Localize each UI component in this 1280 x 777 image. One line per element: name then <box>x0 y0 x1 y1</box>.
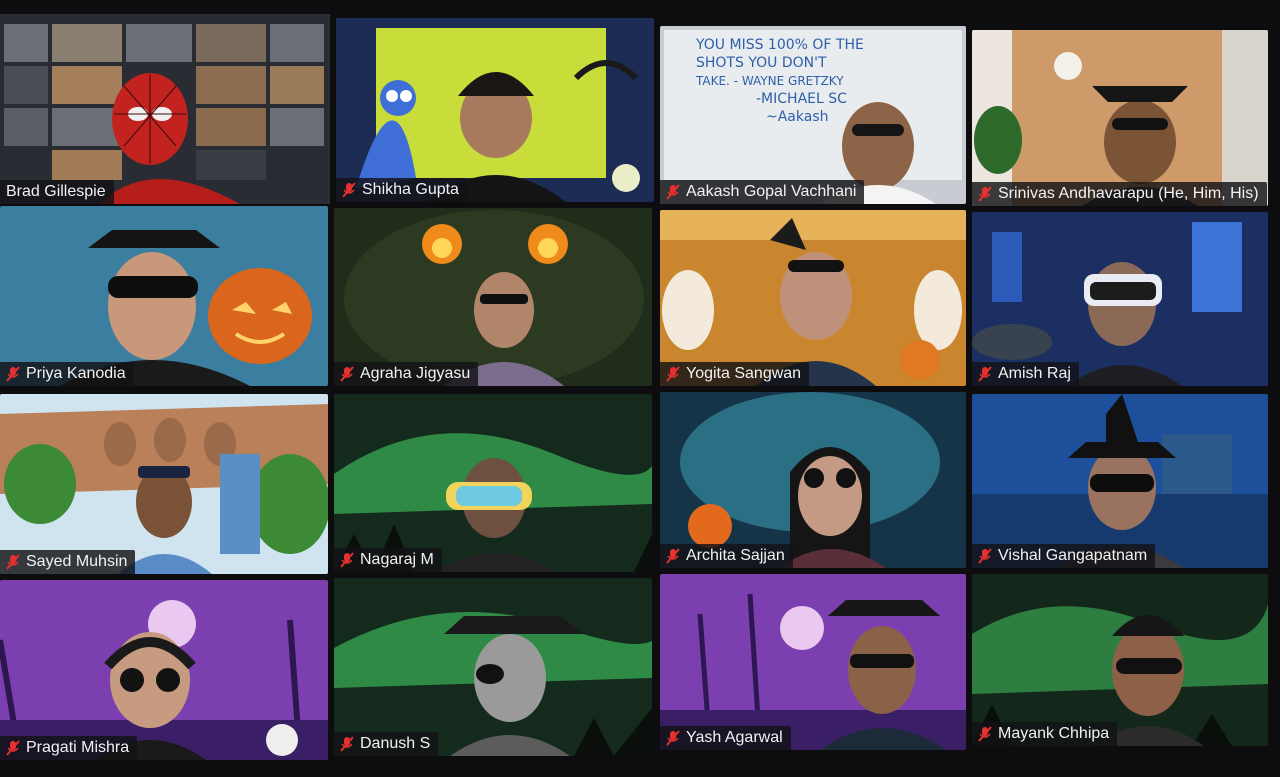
flame-horns-background <box>334 208 652 386</box>
office-background <box>972 30 1268 206</box>
participant-name: Brad Gillespie <box>6 183 106 200</box>
participant-name-label: Nagaraj M <box>334 548 442 572</box>
participant-name-label: Pragati Mishra <box>0 736 138 760</box>
whiteboard-line: ~Aakash <box>766 109 829 125</box>
mic-muted-icon <box>340 552 354 568</box>
participant-name-label: Brad Gillespie <box>0 180 114 204</box>
participant-name: Pragati Mishra <box>26 739 130 756</box>
video-tile-priya-kanodia[interactable]: Priya Kanodia <box>0 206 328 386</box>
spooky-forest-background <box>660 392 966 568</box>
video-tile-vishal-gangapatnam[interactable]: Vishal Gangapatnam <box>972 394 1268 568</box>
participant-name: Nagaraj M <box>360 551 434 568</box>
mic-muted-icon <box>340 366 354 382</box>
participant-name-label: Danush S <box>334 732 439 756</box>
video-tile-amish-raj[interactable]: Amish Raj <box>972 212 1268 386</box>
video-tile-agraha-jigyasu[interactable]: Agraha Jigyasu <box>334 208 652 386</box>
participant-name-label: Srinivas Andhavarapu (He, Him, His) <box>972 182 1267 206</box>
hokage-rock-background <box>0 394 328 574</box>
whiteboard-line: -MICHAEL SC <box>756 91 847 107</box>
participant-name-label: Priya Kanodia <box>0 362 134 386</box>
participant-name: Agraha Jigyasu <box>360 365 471 382</box>
mic-muted-icon <box>666 366 680 382</box>
participant-name: Srinivas Andhavarapu (He, Him, His) <box>998 185 1259 202</box>
mic-muted-icon <box>978 366 992 382</box>
mic-muted-icon <box>6 554 20 570</box>
video-tile-yash-agarwal[interactable]: Yash Agarwal <box>660 574 966 750</box>
haunted-night-background <box>972 394 1268 568</box>
pumpkin-background <box>0 206 328 386</box>
purple-graveyard-background <box>0 580 328 760</box>
video-tile-yogita-sangwan[interactable]: Yogita Sangwan <box>660 210 966 386</box>
participant-name: Yash Agarwal <box>686 729 783 746</box>
cyberpunk-background <box>972 212 1268 386</box>
participant-name: Priya Kanodia <box>26 365 126 382</box>
participant-name: Aakash Gopal Vachhani <box>686 183 857 200</box>
aurora-background <box>334 578 652 756</box>
whiteboard-line: TAKE. - WAYNE GRETZKY <box>696 74 844 88</box>
participant-name-label: Agraha Jigyasu <box>334 362 479 386</box>
participant-name-label: Yash Agarwal <box>660 726 791 750</box>
participant-name-label: Archita Sajjan <box>660 544 793 568</box>
participant-name: Mayank Chhipa <box>998 725 1110 742</box>
aurora-background <box>334 394 652 572</box>
participant-name-label: Shikha Gupta <box>336 178 467 202</box>
participant-name-label: Yogita Sangwan <box>660 362 810 386</box>
mic-muted-icon <box>666 730 680 746</box>
mic-muted-icon <box>666 548 680 564</box>
participant-name-label: Sayed Muhsin <box>0 550 136 574</box>
video-tile-brad-gillespie[interactable]: Brad Gillespie <box>0 14 330 204</box>
participant-name: Sayed Muhsin <box>26 553 128 570</box>
mic-muted-icon <box>6 366 20 382</box>
ghosts-background <box>660 210 966 386</box>
video-tile-danush-s[interactable]: Danush S <box>334 578 652 756</box>
participant-name-label: Amish Raj <box>972 362 1079 386</box>
participant-name: Yogita Sangwan <box>686 365 802 382</box>
participant-name: Danush S <box>360 735 431 752</box>
mic-muted-icon <box>342 182 356 198</box>
participant-name: Shikha Gupta <box>362 181 459 198</box>
mic-muted-icon <box>666 184 680 200</box>
shared-screen-gallery <box>0 14 330 204</box>
participant-name: Archita Sajjan <box>686 547 785 564</box>
video-tile-pragati-mishra[interactable]: Pragati Mishra <box>0 580 328 760</box>
purple-graveyard-background <box>660 574 966 750</box>
video-tile-shikha-gupta[interactable]: Shikha Gupta <box>336 18 654 202</box>
participant-name-label: Mayank Chhipa <box>972 722 1118 746</box>
halloween-cat-background <box>336 18 654 202</box>
whiteboard-background <box>660 26 966 204</box>
mic-muted-icon <box>978 548 992 564</box>
participant-name-label: Aakash Gopal Vachhani <box>660 180 865 204</box>
participant-name: Amish Raj <box>998 365 1071 382</box>
mic-muted-icon <box>978 186 992 202</box>
whiteboard-line: SHOTS YOU DON'T <box>696 55 827 71</box>
whiteboard-line: YOU MISS 100% OF THE <box>696 37 864 53</box>
video-tile-srinivas-andhavarapu[interactable]: Srinivas Andhavarapu (He, Him, His) <box>972 30 1268 206</box>
participant-name-label: Vishal Gangapatnam <box>972 544 1156 568</box>
video-tile-sayed-muhsin[interactable]: Sayed Muhsin <box>0 394 328 574</box>
video-tile-nagaraj-m[interactable]: Nagaraj M <box>334 394 652 572</box>
video-tile-aakash-gopal-vachhani[interactable]: YOU MISS 100% OF THE SHOTS YOU DON'T TAK… <box>660 26 966 204</box>
mic-muted-icon <box>340 736 354 752</box>
mic-muted-icon <box>6 740 20 756</box>
aurora-background <box>972 574 1268 746</box>
video-tile-archita-sajjan[interactable]: Archita Sajjan <box>660 392 966 568</box>
mic-muted-icon <box>978 726 992 742</box>
video-tile-mayank-chhipa[interactable]: Mayank Chhipa <box>972 574 1268 746</box>
participant-name: Vishal Gangapatnam <box>998 547 1148 564</box>
